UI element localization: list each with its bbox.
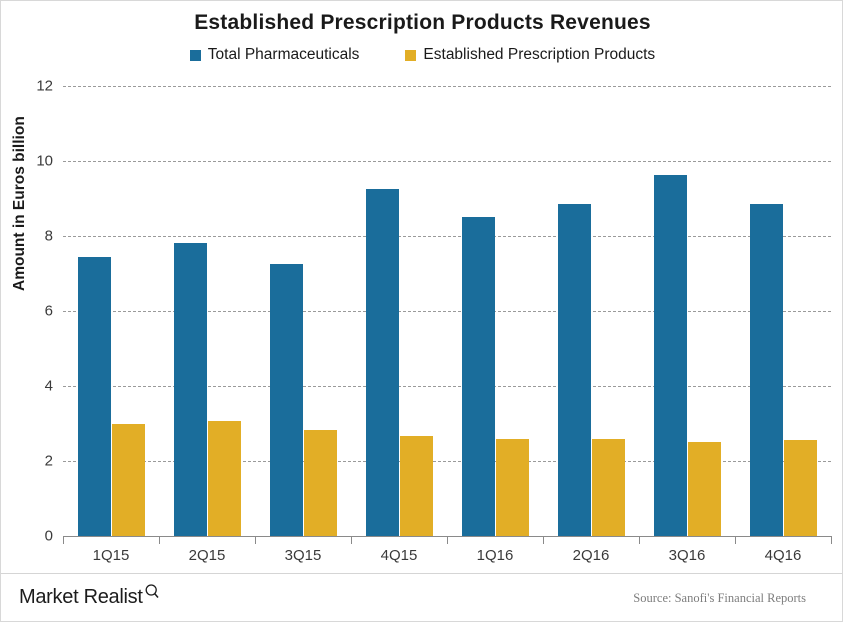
- y-axis-title: Amount in Euros billion: [11, 116, 28, 291]
- bar-group: [351, 86, 447, 536]
- x-tick: [831, 536, 832, 544]
- bar[interactable]: [653, 175, 687, 536]
- bar[interactable]: [207, 420, 241, 536]
- bar[interactable]: [749, 204, 783, 536]
- gridline: [63, 386, 831, 387]
- x-tick: [447, 536, 448, 544]
- chart-legend: Total Pharmaceuticals Established Prescr…: [1, 46, 842, 64]
- magnifier-icon: [145, 584, 159, 605]
- y-tick-label: 2: [44, 452, 53, 470]
- x-tick: [255, 536, 256, 544]
- legend-item-total-pharmaceuticals: Total Pharmaceuticals: [189, 46, 360, 64]
- brand-logo: Market Realist: [19, 584, 159, 609]
- bar[interactable]: [557, 204, 591, 536]
- x-axis-label: 2Q15: [188, 547, 226, 564]
- bar[interactable]: [269, 264, 303, 536]
- bar[interactable]: [591, 438, 625, 536]
- legend-label-established-prescription-products: Established Prescription Products: [423, 46, 656, 63]
- bar[interactable]: [111, 423, 145, 536]
- x-axis-label: 1Q16: [476, 547, 514, 564]
- y-tick-label: 10: [36, 152, 53, 170]
- x-tick: [351, 536, 352, 544]
- bar-group: [447, 86, 543, 536]
- plot-grid: 0 2 4 6 8 10 12: [36, 78, 831, 545]
- legend-item-established-prescription-products: Established Prescription Products: [405, 46, 655, 64]
- source-note: Source: Sanofi's Financial Reports: [633, 591, 806, 605]
- x-tick: [639, 536, 640, 544]
- legend-swatch-blue: [189, 49, 201, 61]
- x-tick: [63, 536, 64, 544]
- legend-swatch-yellow: [405, 49, 417, 61]
- x-axis-label: 1Q15: [92, 547, 130, 564]
- bar-group: [63, 86, 159, 536]
- bar[interactable]: [495, 439, 529, 536]
- y-tick-label: 8: [44, 227, 53, 245]
- footer-divider: [1, 573, 842, 574]
- bar[interactable]: [687, 441, 721, 536]
- bar-group: [255, 86, 351, 536]
- x-tick: [159, 536, 160, 544]
- gridline: [63, 161, 831, 162]
- brand-name: Market Realist: [19, 586, 143, 608]
- x-axis-label: 4Q16: [764, 547, 802, 564]
- bar-group: [543, 86, 639, 536]
- gridline: [63, 236, 831, 237]
- plot-bars: [63, 86, 831, 536]
- x-axis-label: 3Q15: [284, 547, 322, 564]
- x-tick: [735, 536, 736, 544]
- bar[interactable]: [77, 256, 111, 536]
- bar[interactable]: [399, 435, 433, 536]
- bar[interactable]: [173, 242, 207, 536]
- y-tick-label: 0: [44, 527, 53, 545]
- x-axis-label: 3Q16: [668, 547, 706, 564]
- bar[interactable]: [461, 216, 495, 536]
- bar[interactable]: [365, 189, 399, 536]
- bar[interactable]: [783, 440, 817, 536]
- gridline: [63, 86, 831, 87]
- x-axis-labels: 1Q15 2Q15 3Q15 4Q15 1Q16 2Q16 3Q16 4Q16: [63, 547, 831, 571]
- x-axis-label: 2Q16: [572, 547, 610, 564]
- bar[interactable]: [303, 430, 337, 536]
- bar-group: [735, 86, 831, 536]
- y-tick-label: 4: [44, 377, 53, 395]
- gridline: [63, 461, 831, 462]
- bar-group: [159, 86, 255, 536]
- x-tick: [543, 536, 544, 544]
- y-tick-label: 12: [36, 77, 53, 95]
- chart-title: Established Prescription Products Revenu…: [194, 11, 651, 34]
- x-axis-label: 4Q15: [380, 547, 418, 564]
- bar-group: [639, 86, 735, 536]
- gridline: [63, 311, 831, 312]
- y-tick-label: 6: [44, 302, 53, 320]
- legend-label-total-pharmaceuticals: Total Pharmaceuticals: [207, 46, 360, 63]
